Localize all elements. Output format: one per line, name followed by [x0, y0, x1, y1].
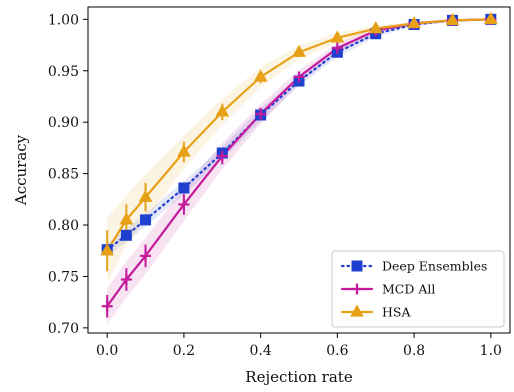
hsa-marker — [215, 104, 230, 117]
mcd-all-marker — [293, 71, 305, 83]
deep-ensembles-marker — [140, 214, 152, 226]
mcd-all-marker — [216, 150, 228, 162]
legend: Deep Ensembles MCD All HSA — [331, 250, 505, 328]
legend-hsa-marker — [350, 304, 364, 317]
mcd-all-marker — [140, 250, 152, 262]
legend-mcd-all-label: MCD All — [382, 282, 435, 297]
y-tick-label: 0.85 — [48, 167, 79, 183]
legend-deep-ensembles-marker — [351, 260, 363, 272]
y-tick-label: 1.00 — [48, 12, 79, 28]
series-markers — [100, 11, 498, 312]
y-axis-ticks: 0.70 0.75 0.80 0.85 0.90 0.95 1.00 — [48, 12, 88, 337]
hsa-marker — [119, 212, 134, 225]
mcd-all-marker — [178, 198, 190, 210]
hsa-marker — [330, 30, 345, 43]
mcd-all-marker — [101, 300, 113, 312]
legend-hsa-label: HSA — [382, 305, 411, 320]
x-tick-label: 0.6 — [326, 343, 348, 359]
hsa-marker — [138, 189, 153, 202]
hsa-marker — [253, 69, 268, 82]
hsa-marker — [100, 243, 115, 256]
hsa-marker — [407, 15, 421, 29]
legend-mcd-all-marker — [351, 283, 363, 295]
legend-frame — [331, 250, 505, 328]
y-tick-label: 0.75 — [48, 269, 79, 285]
mcd-all-marker — [120, 274, 132, 286]
x-tick-label: 0.2 — [173, 343, 195, 359]
mcd-all-marker — [331, 42, 343, 54]
x-axis-title: Rejection rate — [245, 368, 353, 386]
x-tick-label: 0.8 — [403, 343, 425, 359]
x-tick-label: 0.4 — [250, 343, 272, 359]
x-tick-label: 1.0 — [480, 343, 502, 359]
y-tick-label: 0.95 — [48, 64, 79, 80]
hsa-marker — [368, 21, 383, 34]
x-axis-ticks: 0.0 0.2 0.4 0.6 0.8 1.0 — [96, 333, 502, 359]
y-tick-label: 0.80 — [48, 218, 79, 234]
hsa-marker — [177, 144, 191, 157]
hsa-marker — [292, 44, 306, 57]
hsa-marker — [483, 11, 498, 24]
y-axis-title: Accuracy — [12, 134, 30, 206]
plot-frame — [87, 6, 511, 334]
y-tick-label: 0.90 — [48, 115, 79, 131]
mcd-all-marker — [255, 108, 267, 120]
deep-ensembles-marker — [178, 182, 190, 194]
deep-ensembles-marker — [120, 229, 132, 241]
x-tick-label: 0.0 — [96, 343, 118, 359]
legend-deep-ensembles-label: Deep Ensembles — [382, 259, 487, 274]
hsa-marker — [445, 12, 460, 26]
y-tick-label: 0.70 — [48, 321, 79, 337]
